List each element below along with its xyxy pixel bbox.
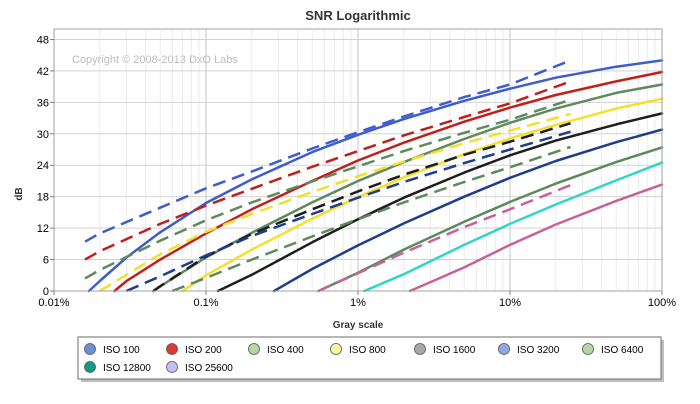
series-iso-200-line bbox=[113, 70, 664, 293]
series-iso-100-line bbox=[87, 59, 664, 293]
series-iso-200-dashed-line bbox=[84, 80, 571, 261]
series-iso-3200-dashed-line bbox=[126, 130, 571, 293]
x-tick-label: 10% bbox=[499, 297, 521, 309]
legend-label-iso-3200: ISO 3200 bbox=[517, 345, 560, 356]
series-iso-1600-line bbox=[216, 112, 664, 293]
legend-marker-iso-400 bbox=[248, 343, 260, 355]
series-iso-400-dashed-line bbox=[84, 98, 571, 280]
series-iso-12800-line bbox=[363, 161, 664, 293]
y-tick-label: 30 bbox=[37, 129, 49, 141]
y-tick-label: 42 bbox=[37, 66, 49, 78]
legend-label-iso-800: ISO 800 bbox=[349, 345, 386, 356]
y-tick-label: 36 bbox=[37, 97, 49, 109]
series-iso-1600-dashed-line bbox=[152, 122, 571, 293]
axis-ticks: 0 6 12 18 24 30 36 42 48 0.01% 0.1% 1% 10% 100% bbox=[37, 34, 677, 309]
legend-box bbox=[77, 336, 662, 380]
y-tick-label: 18 bbox=[37, 192, 49, 204]
x-tick-label: 0.01% bbox=[38, 297, 69, 309]
legend: ISO 100 ISO 200 ISO 400 ISO 800 ISO 1600 ISO … bbox=[77, 336, 664, 382]
series-iso-100-dashed-line bbox=[84, 59, 571, 243]
legend-label-iso-12800: ISO 12800 bbox=[103, 363, 151, 374]
legend-marker-iso-12800 bbox=[84, 361, 96, 373]
y-tick-label: 0 bbox=[43, 286, 49, 298]
series-iso-25600-line bbox=[408, 183, 664, 293]
legend-label-iso-400: ISO 400 bbox=[267, 345, 304, 356]
y-tick-label: 48 bbox=[37, 34, 49, 46]
series-iso-6400-dashed-line bbox=[171, 145, 571, 293]
series-iso-800-line bbox=[181, 97, 664, 293]
legend-label-iso-25600: ISO 25600 bbox=[185, 363, 233, 374]
legend-label-iso-200: ISO 200 bbox=[185, 345, 222, 356]
copyright-watermark: Copyright © 2008-2013 DxO Labs bbox=[72, 54, 238, 66]
series-iso-25600-dashed-line bbox=[317, 184, 571, 293]
legend-marker-iso-25600 bbox=[166, 361, 178, 373]
x-tick-label: 0.1% bbox=[193, 297, 218, 309]
series-iso-3200-line bbox=[272, 128, 664, 293]
legend-label-iso-6400: ISO 6400 bbox=[601, 345, 644, 356]
chart-title: SNR Logarithmic bbox=[305, 8, 410, 23]
legend-marker-iso-200 bbox=[166, 343, 178, 355]
y-axis-label: dB bbox=[14, 187, 25, 200]
legend-label-iso-100: ISO 100 bbox=[103, 345, 140, 356]
legend-label-iso-1600: ISO 1600 bbox=[433, 345, 476, 356]
series-layer bbox=[84, 59, 664, 293]
x-tick-label: 100% bbox=[648, 297, 676, 309]
legend-marker-iso-800 bbox=[330, 343, 342, 355]
x-tick-label: 1% bbox=[350, 297, 366, 309]
legend-marker-iso-1600 bbox=[414, 343, 426, 355]
series-iso-400-line bbox=[152, 83, 664, 293]
y-tick-label: 6 bbox=[43, 255, 49, 267]
y-tick-label: 24 bbox=[37, 160, 49, 172]
y-tick-label: 12 bbox=[37, 223, 49, 235]
x-axis-label: Gray scale bbox=[333, 320, 384, 331]
legend-marker-iso-100 bbox=[84, 343, 96, 355]
legend-marker-iso-6400 bbox=[582, 343, 594, 355]
legend-marker-iso-3200 bbox=[498, 343, 510, 355]
